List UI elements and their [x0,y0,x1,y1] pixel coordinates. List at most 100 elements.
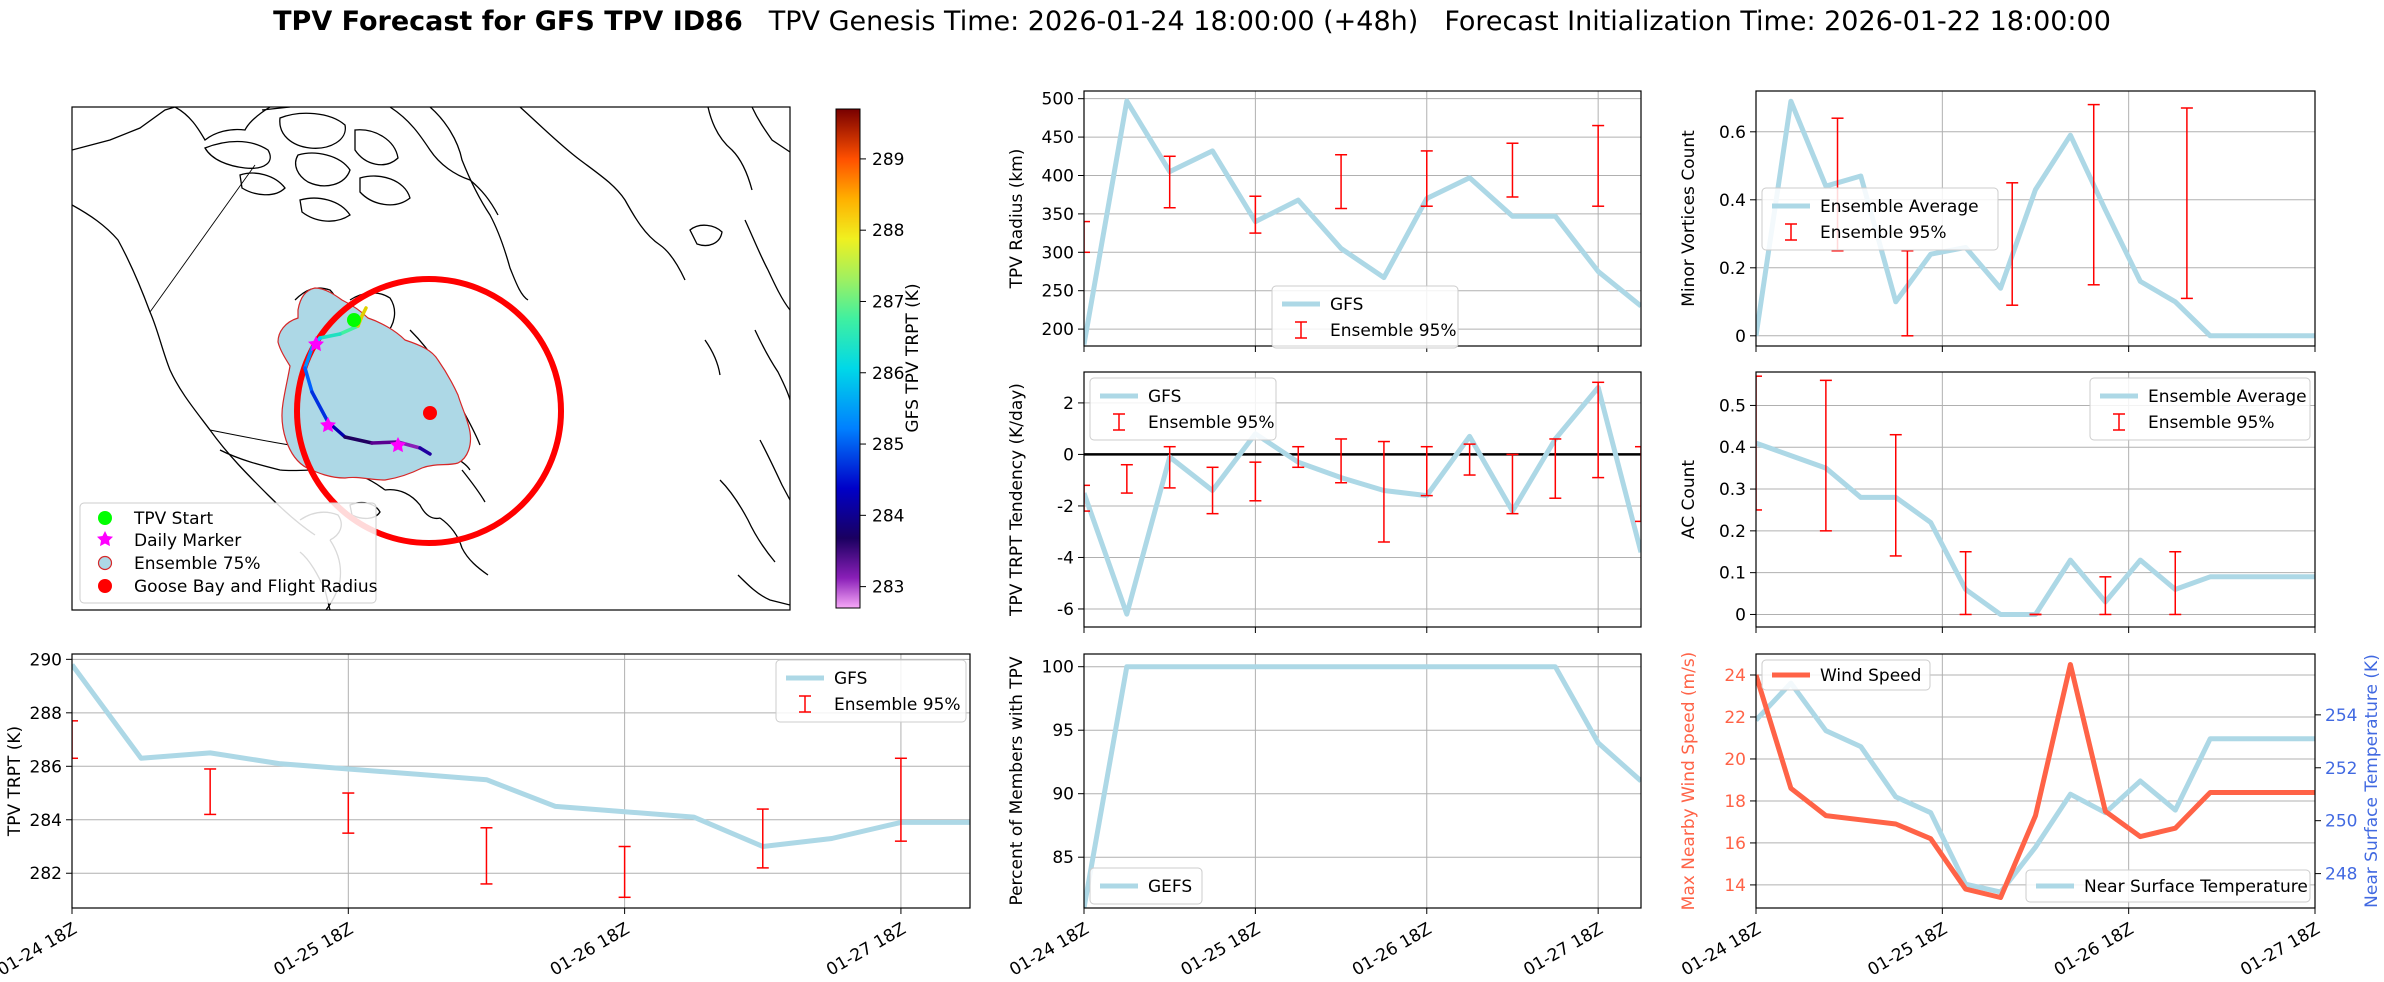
colorbar-tick-label: 283 [872,578,904,598]
axes-frame [1083,371,1642,628]
x-tick-label: 01-26 18Z [1349,919,1435,980]
x-tick-label: 01-27 18Z [1520,919,1606,980]
goose-bay-marker [423,406,437,420]
ensemble-errorbar [1506,142,1519,198]
x-tick-label: 01-24 18Z [1678,919,1764,980]
y-tick-label: 0 [1063,445,1074,465]
legend-label: Ensemble Average [1820,197,1979,217]
y2-tick-label: 252 [2325,759,2357,779]
colorbar-label: GFS TPV TRPT (K) [903,283,923,432]
x-tick-label: 01-26 18Z [547,919,633,980]
x-tick-label: 01-24 18Z [0,919,81,980]
ensemble-errorbar [342,792,355,834]
ensemble-errorbar [1635,445,1641,523]
y-tick-label: 282 [30,864,62,884]
ensemble-errorbar [1163,445,1176,489]
flight-radius-circle [294,276,564,546]
title-genesis: TPV Genesis Time: 2026-01-24 18:00:00 (+… [768,6,1419,37]
members-chart: 85 90 95 100 01-24 18Z 01-25 18Z 01-26 18Z 01-2… [1006,653,1642,980]
ensemble-errorbar [1206,466,1219,515]
y-tick-label: 284 [30,811,62,831]
ensemble-errorbar [1420,150,1433,207]
ensemble-errorbar [1549,438,1562,499]
ensemble-errorbar [480,827,493,885]
series-gefs [1084,664,1641,908]
daily-markers [308,336,406,453]
colorbar: 283 284 285 286 287 288 289 GFS TPV TRPT (K) [835,108,923,609]
y2-axis-label: Near Surface Temperature (K) [2362,654,2382,908]
legend-label: GEFS [1148,877,1192,897]
ensemble-errorbar [1889,433,1902,557]
ensemble-errorbar [756,808,769,869]
ensemble-errorbar [1819,379,1832,532]
colorbar-tick-label: 286 [872,364,904,384]
chart-legend: GFS Ensemble 95% [1271,285,1459,349]
ensemble-errorbar [2180,107,2193,300]
ensemble-errorbar [1249,195,1262,234]
ensemble-errorbar [1756,375,1762,511]
y-tick-label: 350 [1042,205,1074,225]
ensemble-errorbar [1506,453,1519,515]
y-axis-label: Minor Vortices Count [1679,130,1699,307]
y-tick-label: 500 [1042,90,1074,110]
y2-tick-label: 250 [2325,812,2357,832]
map-frame [71,106,791,611]
legend-ensemble-75: Ensemble 75% [134,554,261,574]
y-tick-label: -4 [1057,548,1074,568]
legend-label: Wind Speed [1820,666,1921,686]
y-tick-label: 2 [1063,394,1074,414]
map-panel: TPV Start Daily Marker Ensemble 75% Goos… [71,106,923,611]
ensemble-errorbar [1901,250,1914,337]
y-axis-label: Percent of Members with TPV [1007,656,1027,905]
y-tick-label: 22 [1724,708,1746,728]
y2-tick-label: 254 [2325,706,2357,726]
tpv-start-marker [347,313,361,327]
y-axis-label: TPV TRPT (K) [5,726,25,837]
plot-area [1084,654,1641,908]
y-tick-label: 250 [1042,282,1074,302]
y-tick-label: 0.2 [1719,259,1746,279]
y-tick-label: 18 [1724,792,1746,812]
x-tick-label: 01-24 18Z [1006,919,1092,980]
ensemble-errorbar [2006,182,2019,306]
y-axis-label: TPV Radius (km) [1007,149,1027,290]
chart-legend: GFS Ensemble 95% [1089,377,1277,441]
colorbar-tick-label: 288 [872,221,904,241]
plot-area [1756,654,2315,908]
legend-box [2025,869,2311,903]
legend-label: GFS [1148,387,1181,407]
ensemble-errorbar [1420,445,1433,497]
ensemble-errorbar [1120,463,1133,494]
y2-tick-label: 248 [2325,865,2357,885]
y-tick-label: 300 [1042,243,1074,263]
y-tick-label: 0.6 [1719,123,1746,143]
y-tick-label: 16 [1724,834,1746,854]
ensemble-errorbar [1335,438,1348,484]
ensemble-errorbar [618,845,631,899]
legend-box [1761,659,1931,691]
ac-count-chart: 0 0.1 0.2 0.3 0.4 0.5 AC Count Ensemble Average… [1679,371,2316,633]
y-tick-label: 200 [1042,320,1074,340]
legend-label: Ensemble 95% [2148,413,2275,433]
y-tick-label: 0 [1735,605,1746,625]
y-axis-label: TPV TRPT Tendency (K/day) [1007,383,1027,617]
wind-temperature-chart: 14 16 18 20 22 24 01-24 18Z 01-25 18Z 01-26 18Z 0… [1678,652,2382,981]
y-tick-label: 24 [1724,666,1746,686]
legend-label: GFS [1330,295,1363,315]
legend-label: Ensemble 95% [1148,413,1275,433]
ensemble-errorbar [1163,155,1176,209]
y-tick-label: 288 [30,704,62,724]
legend-label: Ensemble 95% [1330,321,1457,341]
ensemble-errorbar [1335,154,1348,210]
ensemble-errorbar [1084,484,1090,512]
legend-box [2089,377,2311,441]
map-legend: TPV Start Daily Marker Ensemble 75% Goos… [79,502,378,604]
title-bold: TPV Forecast for GFS TPV ID86 [273,6,743,37]
x-tick-label: 01-25 18Z [1178,919,1264,980]
legend-goose-bay: Goose Bay and Flight Radius [134,577,378,597]
legend-label: Near Surface Temperature [2084,877,2308,897]
y-tick-label: -2 [1057,497,1074,517]
trpt-chart: 282 284 286 288 290 01-24 18Z 01-25 18Z 01-26 1… [0,650,971,980]
series-gfs [72,663,970,849]
legend-box [1761,187,1999,251]
